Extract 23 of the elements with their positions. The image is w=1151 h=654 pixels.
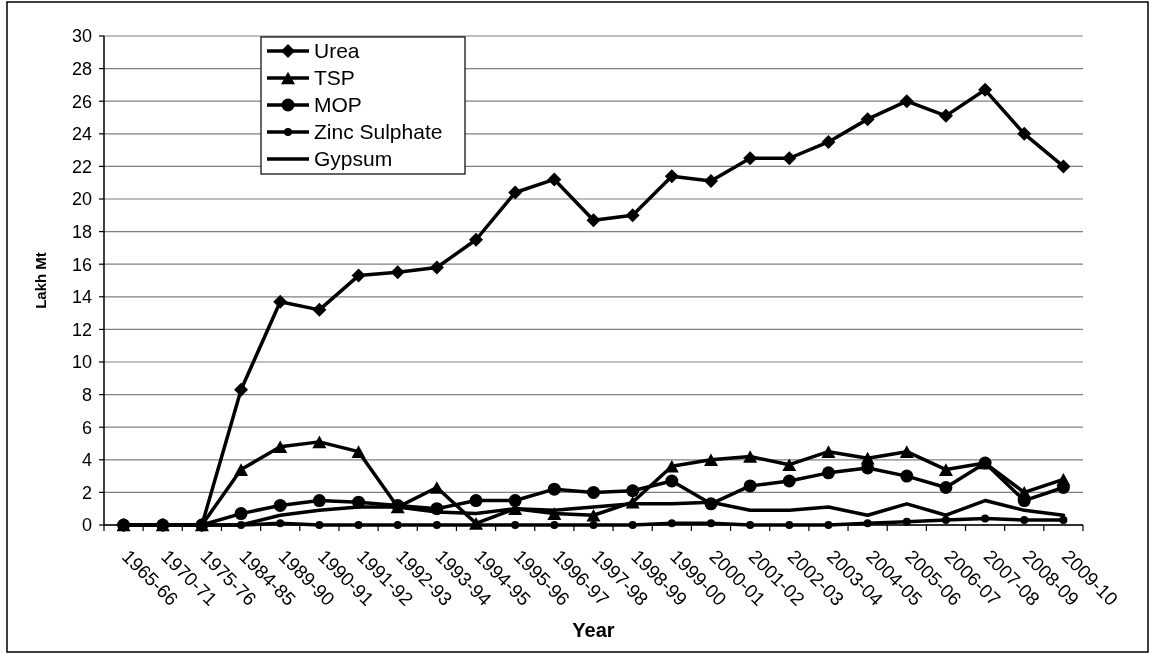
- y-tick-label: 20: [71, 189, 92, 210]
- y-tick-label: 8: [81, 384, 92, 405]
- y-tick-label: 12: [71, 319, 92, 340]
- legend-label: MOP: [314, 93, 362, 117]
- y-tick-label: 2: [81, 482, 92, 503]
- legend-label: Zinc Sulphate: [314, 120, 443, 144]
- y-tick-label: 26: [71, 91, 92, 112]
- y-tick-label: 14: [71, 287, 92, 308]
- x-axis-title: Year: [572, 619, 615, 641]
- y-tick-label: 16: [71, 254, 92, 275]
- y-tick-label: 28: [71, 58, 92, 79]
- y-tick-label: 24: [71, 124, 92, 145]
- y-axis-title: Lakh Mt: [32, 252, 50, 309]
- y-tick-label: 6: [81, 417, 92, 438]
- y-tick-label: 10: [71, 352, 92, 373]
- legend-label: Urea: [314, 39, 360, 63]
- y-tick-label: 0: [81, 515, 92, 536]
- y-tick-label: 18: [71, 221, 92, 242]
- y-tick-label: 22: [71, 156, 92, 177]
- y-tick-label: 4: [81, 450, 92, 471]
- legend-label: TSP: [314, 66, 355, 90]
- legend-label: Gypsum: [314, 147, 393, 171]
- y-tick-label: 30: [71, 26, 92, 47]
